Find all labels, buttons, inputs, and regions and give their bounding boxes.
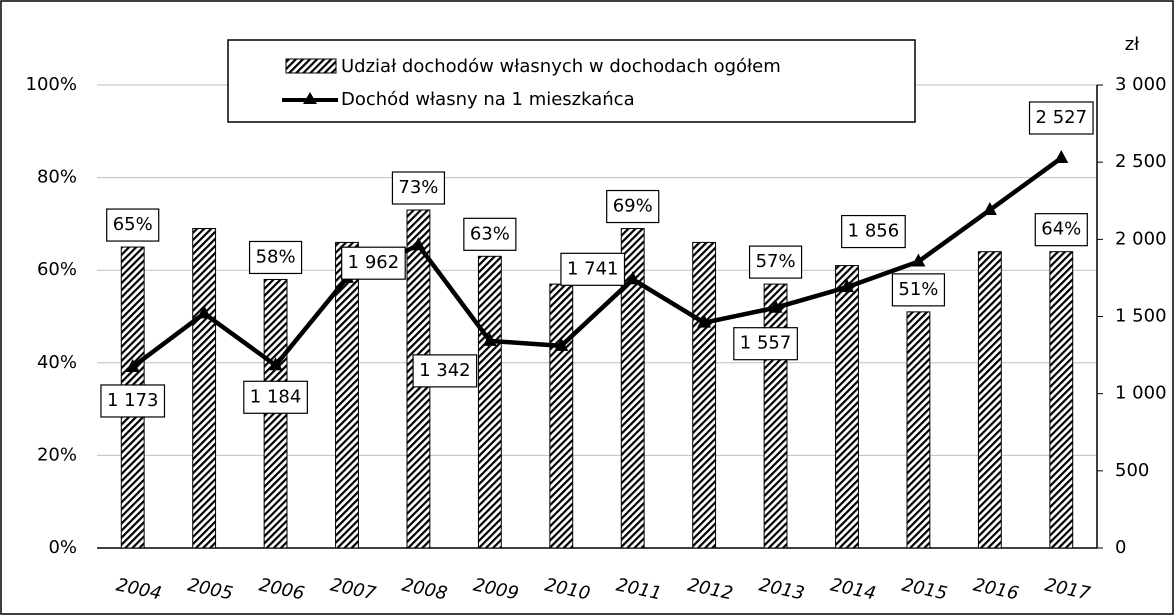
line-marker	[125, 358, 140, 372]
line-marker	[197, 305, 212, 319]
data-label-box	[733, 327, 798, 361]
data-label: 1 173	[107, 390, 159, 411]
y-tick-label: 100%	[26, 74, 77, 95]
line-marker	[982, 202, 997, 216]
data-label: 2 527	[1036, 107, 1088, 128]
data-label-box	[412, 354, 478, 388]
bar	[835, 265, 859, 549]
data-label-box	[391, 171, 446, 205]
data-label-box	[243, 380, 308, 414]
legend-label: Dochód własny na 1 mieszkańca	[341, 89, 635, 110]
data-label: 65%	[113, 214, 153, 235]
data-label-box	[341, 246, 406, 280]
line	[131, 156, 1063, 369]
data-label-box	[841, 214, 906, 249]
legend-marker	[303, 92, 317, 104]
data-label-box	[463, 217, 517, 251]
y-tick-label: 80%	[37, 167, 77, 188]
bar	[763, 283, 788, 549]
y2-tick-label: 0	[1115, 537, 1126, 558]
bar	[477, 255, 502, 549]
line-marker	[840, 279, 854, 293]
y2-tick-label: 3 000	[1115, 74, 1167, 95]
y2-tick-label: 2 000	[1115, 228, 1167, 249]
data-label: 1 184	[250, 386, 302, 407]
line-marker	[268, 357, 283, 371]
data-label-box	[1034, 213, 1088, 247]
data-label-box	[891, 273, 946, 307]
line-marker	[1054, 149, 1069, 163]
data-label-box	[748, 245, 803, 279]
legend-label: Udział dochodów własnych w dochodach ogó…	[341, 56, 781, 77]
y-tick-label: 60%	[37, 259, 77, 280]
line-marker	[554, 337, 569, 351]
data-label: 64%	[1041, 219, 1081, 240]
data-label: 1 342	[419, 360, 471, 381]
data-label-box	[606, 189, 660, 224]
y2-unit: zł	[1125, 34, 1140, 55]
line-marker	[625, 271, 640, 285]
data-label: 69%	[613, 196, 653, 217]
line-marker	[911, 253, 926, 267]
marks: 65% 58% 73% 63% 69% 57% 51% 64% 1 173 1 184 1 962 1…	[100, 101, 1094, 549]
data-label-box	[1028, 101, 1094, 135]
data-label: 51%	[898, 279, 938, 300]
y2-tick-label: 500	[1115, 460, 1149, 481]
data-label-box	[100, 384, 166, 418]
bar	[906, 311, 931, 549]
y2-tick-label: 2 500	[1115, 151, 1167, 172]
data-label: 1 557	[740, 333, 792, 354]
data-label: 57%	[756, 251, 796, 272]
line-marker	[697, 314, 712, 328]
line-marker	[768, 299, 783, 313]
data-label: 63%	[470, 223, 510, 244]
legend-swatch-bar	[285, 58, 337, 74]
bar	[1049, 251, 1074, 549]
line-marker	[482, 332, 497, 346]
y2-tick-label: 1 000	[1115, 383, 1167, 404]
y-tick-label: 40%	[37, 352, 77, 373]
data-label: 1 962	[348, 252, 400, 273]
bar	[620, 228, 645, 549]
bar	[549, 283, 574, 549]
data-label: 1 856	[848, 221, 900, 242]
y2-tick-label: 1 500	[1115, 306, 1167, 327]
data-label: 58%	[256, 246, 296, 267]
data-label-box	[248, 240, 303, 275]
y-tick-label: 20%	[37, 444, 77, 465]
y-tick-label: 0%	[48, 537, 77, 558]
bar	[192, 228, 217, 549]
bar	[692, 241, 717, 549]
bar	[977, 251, 1002, 549]
data-label-box	[560, 252, 626, 286]
bar	[335, 241, 359, 549]
line-marker	[411, 237, 426, 251]
data-label: 73%	[398, 177, 438, 198]
legend	[227, 39, 916, 123]
data-label-box	[106, 208, 160, 242]
data-label: 1 741	[567, 258, 619, 279]
